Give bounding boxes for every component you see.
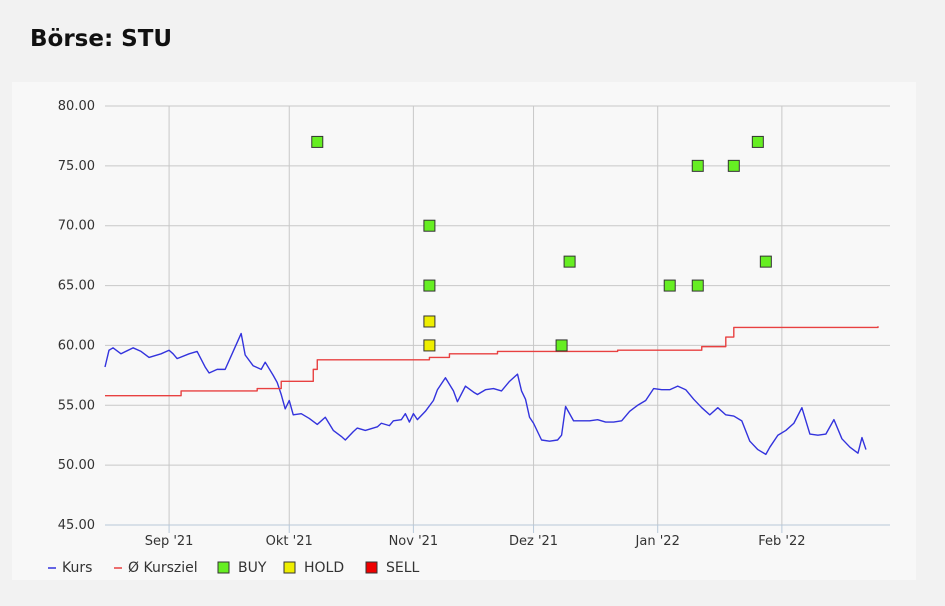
y-tick-label: 65.00 <box>58 279 95 294</box>
x-tick-label: Okt '21 <box>266 534 313 549</box>
kurs-line <box>104 332 867 456</box>
y-axis-ticks: 45.00 50.00 55.00 60.00 65.00 70.00 75.00 80.00 <box>58 99 95 533</box>
rating-marker-buy <box>691 159 704 172</box>
chart-panel <box>12 82 916 580</box>
rating-marker-buy <box>727 159 740 172</box>
x-tick-label: Dez '21 <box>509 534 558 549</box>
legend-kursziel-label: Ø Kursziel <box>128 560 198 576</box>
legend-buy-label: BUY <box>238 560 267 576</box>
rating-marker-hold <box>423 339 436 352</box>
legend-buy-swatch <box>217 561 230 574</box>
x-tick-label: Sep '21 <box>145 534 194 549</box>
kursziel-line <box>105 326 879 397</box>
x-tick-label: Feb '22 <box>758 534 805 549</box>
x-axis-ticks: Sep '21 Okt '21 Nov '21 Dez '21 Jan '22 Feb '… <box>145 534 806 549</box>
rating-marker-buy <box>311 135 324 148</box>
rating-marker-buy <box>563 255 576 268</box>
legend-sell-label: SELL <box>386 560 420 576</box>
rating-marker-buy <box>751 135 764 148</box>
rating-markers <box>311 135 772 352</box>
rating-marker-buy <box>423 279 436 292</box>
rating-marker-buy <box>555 339 568 352</box>
legend-kurs-label: Kurs <box>62 560 92 576</box>
y-tick-label: 50.00 <box>58 458 95 473</box>
rating-marker-buy <box>691 279 704 292</box>
x-tick-label: Nov '21 <box>389 534 439 549</box>
legend-hold-label: HOLD <box>304 560 344 576</box>
rating-marker-buy <box>663 279 676 292</box>
grid <box>105 105 890 533</box>
y-tick-label: 55.00 <box>58 398 95 413</box>
rating-marker-buy <box>759 255 772 268</box>
legend-hold-swatch <box>283 561 296 574</box>
legend-sell-swatch <box>365 561 378 574</box>
y-tick-label: 60.00 <box>58 338 95 353</box>
rating-marker-hold <box>423 315 436 328</box>
y-tick-label: 70.00 <box>58 219 95 234</box>
x-tick-label: Jan '22 <box>635 534 680 549</box>
y-tick-label: 80.00 <box>58 99 95 114</box>
page-title: Börse: STU <box>30 26 173 52</box>
y-tick-label: 75.00 <box>58 159 95 174</box>
rating-marker-buy <box>423 219 436 232</box>
series <box>104 326 879 456</box>
legend: Kurs Ø Kursziel BUY HOLD SELL <box>48 560 420 576</box>
y-tick-label: 45.00 <box>58 518 95 533</box>
